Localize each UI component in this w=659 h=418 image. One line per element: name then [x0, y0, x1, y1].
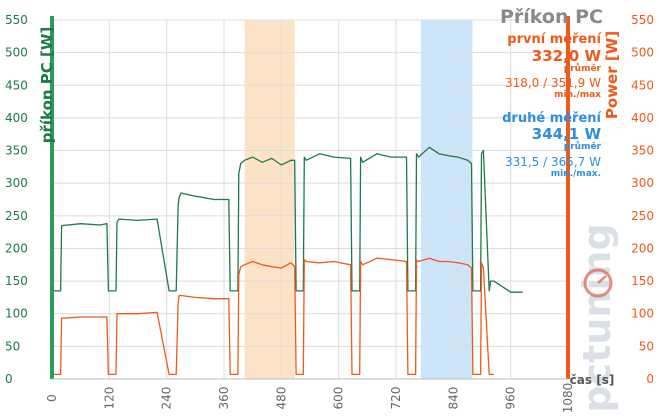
- y-tick-label-left: 450: [5, 78, 28, 92]
- y-tick-label-left: 50: [5, 339, 20, 353]
- highlight-bands: [244, 20, 473, 379]
- x-tick-label: 0: [45, 394, 59, 402]
- series-line-2: [52, 257, 494, 376]
- y-tick-label-left: 200: [5, 241, 28, 255]
- annotation-first-minmax: 318,0 / 351,9 W: [505, 76, 601, 90]
- y-tick-label-right: 500: [631, 46, 654, 60]
- y-tick-label-right: 400: [631, 111, 654, 125]
- y-tick-label-right: 200: [631, 241, 654, 255]
- highlight-band-2: [420, 20, 473, 379]
- y-axis-label-left: příkon PC [W]: [38, 27, 56, 144]
- annotation-second-title: druhé měření: [502, 111, 602, 126]
- watermark-dial-icon: [583, 268, 613, 298]
- y-tick-label-left: 400: [5, 111, 28, 125]
- y-tick-label-left: 150: [5, 274, 28, 288]
- watermark-dial-needle: [597, 275, 607, 284]
- x-tick-label: 120: [102, 387, 116, 410]
- x-tick-label: 360: [217, 387, 231, 410]
- watermark-layer: pctuning: [575, 223, 619, 412]
- annotation-second-minmax-label: min./max.: [551, 169, 601, 179]
- y-tick-label-left: 550: [5, 13, 28, 27]
- y-tick-label-left: 350: [5, 144, 28, 158]
- y-tick-label-left: 0: [5, 372, 13, 386]
- y-tick-label-right: 100: [631, 307, 654, 321]
- watermark-pctuning: pctuning: [575, 223, 619, 412]
- highlight-band-1: [244, 20, 295, 379]
- y-tick-label-right: 450: [631, 78, 654, 92]
- y-axis-label-right: Power [W]: [603, 31, 621, 119]
- chart-title: Příkon PC: [500, 6, 603, 28]
- x-tick-label: 1080: [561, 383, 575, 414]
- y-tick-label-right: 50: [639, 339, 654, 353]
- annotation-first-minmax-label: min./max: [554, 90, 601, 100]
- y-tick-label-left: 250: [5, 209, 28, 223]
- grid: [51, 19, 569, 380]
- x-tick-label: 480: [274, 387, 288, 410]
- annotation-first: první měření 332,0 W průměr 318,0 / 351,…: [505, 32, 603, 100]
- axes: [50, 16, 570, 380]
- y-tick-label-left: 300: [5, 176, 28, 190]
- annotation-first-avg: 332,0 W: [532, 47, 602, 65]
- annotation-first-title: první měření: [507, 32, 602, 47]
- y-tick-label-right: 150: [631, 274, 654, 288]
- y-tick-label-right: 350: [631, 144, 654, 158]
- annotation-second-minmax: 331,5 / 365,7 W: [505, 155, 601, 169]
- series-line-1: [52, 146, 523, 293]
- y-tick-label-right: 250: [631, 209, 654, 223]
- x-tick-label: 600: [332, 387, 346, 410]
- y-tick-label-right: 300: [631, 176, 654, 190]
- tick-labels: 0 0 50 50 100 100 150 150 200 200 250 250 300 300 350 3…: [5, 13, 654, 413]
- x-tick-label: 960: [504, 387, 518, 410]
- y-tick-label-left: 500: [5, 46, 28, 60]
- x-tick-label: 240: [160, 387, 174, 410]
- x-tick-label: 840: [446, 387, 460, 410]
- annotation-second-avg: 344,1 W: [532, 125, 602, 143]
- y-tick-label-right: 0: [646, 372, 654, 386]
- y-tick-label-right: 550: [631, 13, 654, 27]
- x-tick-label: 720: [389, 387, 403, 410]
- x-axis-label: čas [s]: [570, 373, 615, 387]
- annotation-second: druhé měření 344,1 W průměr 331,5 / 365,…: [502, 111, 602, 179]
- annotation-first-avg-label: průměr: [564, 63, 602, 74]
- series-layer: [52, 146, 523, 376]
- annotation-second-avg-label: průměr: [564, 141, 602, 152]
- y-tick-label-left: 100: [5, 307, 28, 321]
